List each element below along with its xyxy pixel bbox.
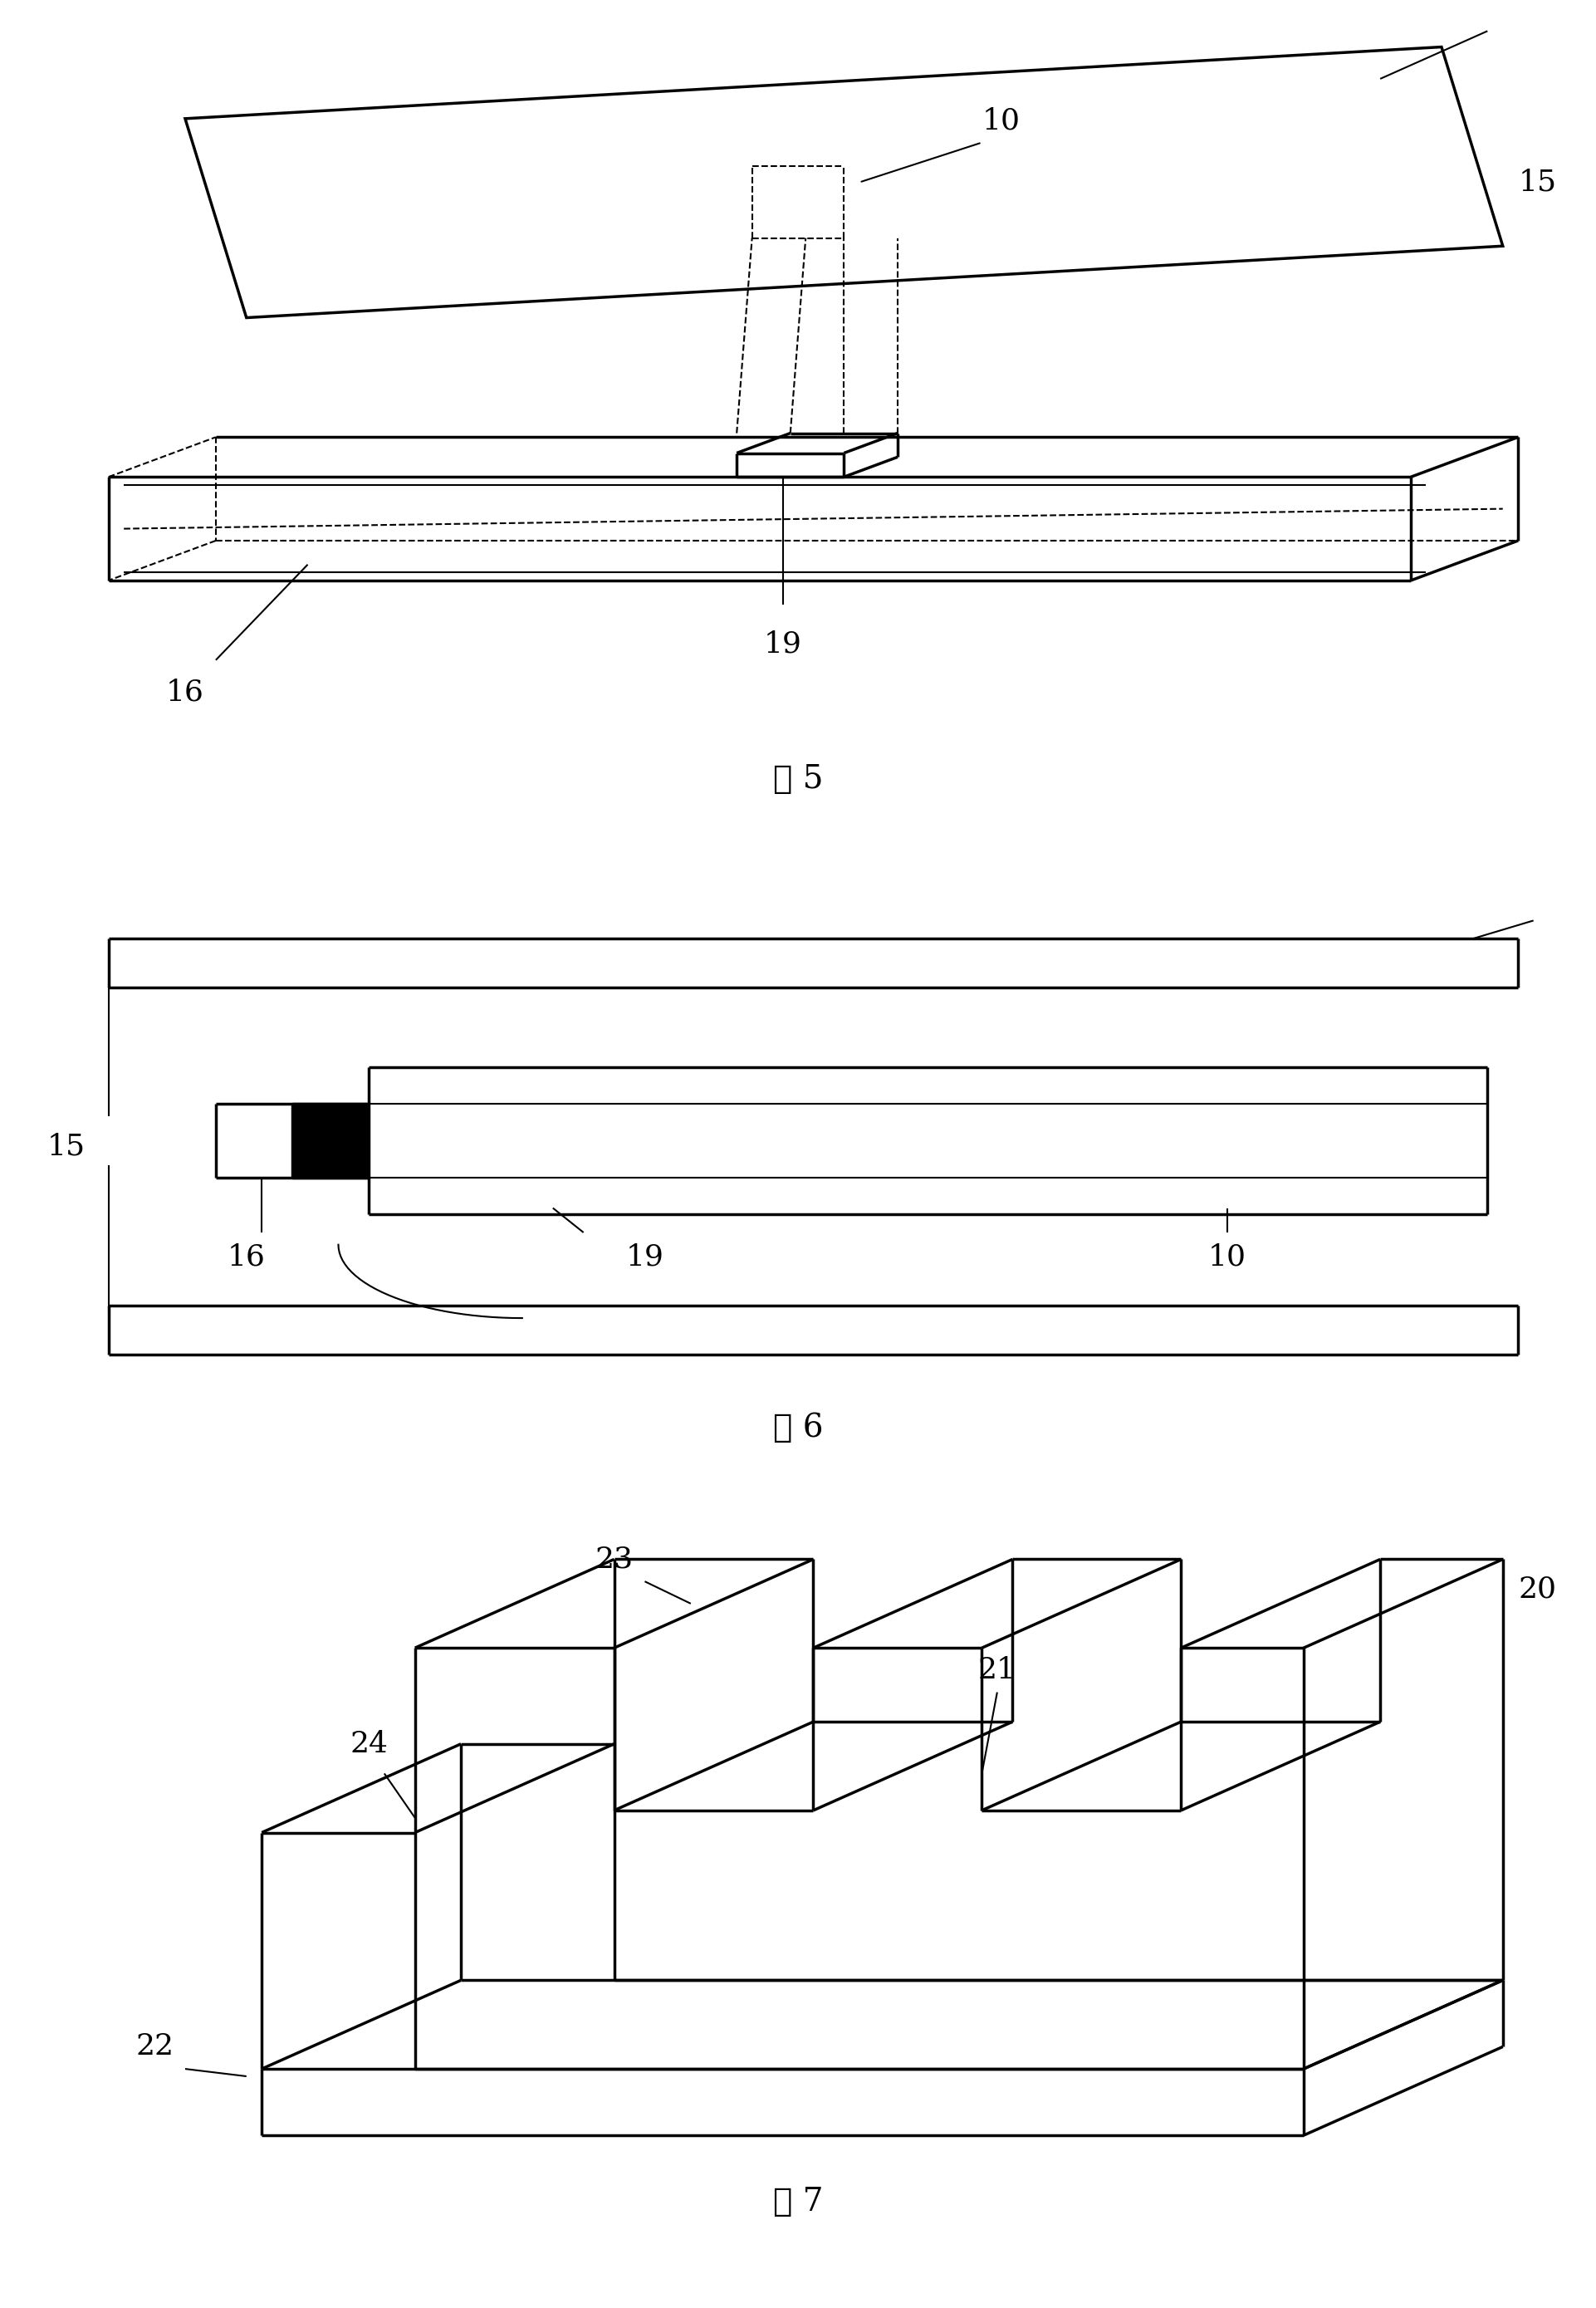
Text: 24: 24 [350, 1729, 388, 1759]
Text: 15: 15 [1518, 168, 1556, 196]
Text: 10: 10 [982, 106, 1020, 134]
Text: 图 6: 图 6 [772, 1412, 824, 1442]
Text: 23: 23 [595, 1544, 634, 1574]
Text: 图 5: 图 5 [772, 764, 824, 794]
Text: 20: 20 [1518, 1574, 1556, 1604]
Bar [292, 1103, 369, 1177]
Text: 10: 10 [1208, 1242, 1246, 1272]
Text: 15: 15 [48, 1133, 86, 1161]
Text: 21: 21 [978, 1655, 1017, 1685]
Text: 图 7: 图 7 [772, 2186, 824, 2218]
Text: 19: 19 [763, 630, 801, 658]
Text: 22: 22 [136, 2033, 174, 2061]
Text: 19: 19 [626, 1242, 664, 1272]
Text: 16: 16 [227, 1242, 265, 1272]
Text: 16: 16 [166, 679, 204, 706]
